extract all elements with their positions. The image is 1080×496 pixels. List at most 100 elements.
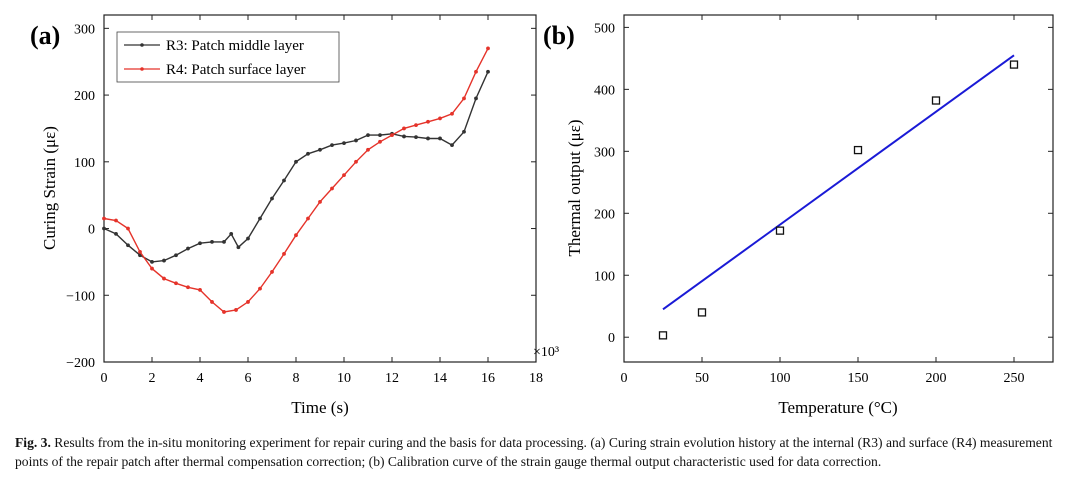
panel-b-y-tick-label: 300 <box>594 145 615 160</box>
data-point <box>354 138 358 143</box>
panel-a-y-tick-label: −100 <box>66 289 95 304</box>
data-point <box>258 216 262 221</box>
data-point <box>306 151 310 156</box>
scatter-point <box>931 96 941 105</box>
data-point <box>282 251 286 256</box>
data-point <box>474 69 478 74</box>
panel-a-x-tick-label: 4 <box>197 371 204 386</box>
data-point <box>426 136 430 141</box>
panel-a-y-tick-label: 100 <box>74 156 95 171</box>
scatter-point <box>697 308 707 317</box>
panel-b-y-tick-label: 500 <box>594 21 615 36</box>
panel-a-x-tick-label: 16 <box>481 371 495 386</box>
data-point <box>402 126 406 131</box>
data-point <box>486 69 490 74</box>
panel-a-x-tick-label: 2 <box>149 371 156 386</box>
data-point <box>222 239 226 244</box>
panel-a-x-tick-label: 14 <box>433 371 447 386</box>
data-point <box>294 233 298 238</box>
data-point <box>246 236 250 241</box>
scatter-point <box>775 226 785 235</box>
data-point <box>150 260 154 264</box>
panel-a-y-tick-label: 200 <box>74 89 95 104</box>
data-point <box>318 199 322 204</box>
panel-b-y-tick-label: 200 <box>594 207 615 222</box>
data-point <box>162 276 166 281</box>
data-point <box>270 270 274 274</box>
panel-a-x-tick-label: 0 <box>101 371 108 386</box>
legend-box <box>116 31 340 83</box>
scatter-point <box>1009 60 1019 69</box>
data-point <box>486 46 490 51</box>
panel-a-y-axis-title: Curing Strain (με) <box>40 126 59 250</box>
data-point <box>426 119 430 124</box>
panel-a-x-axis-title: Time (s) <box>291 398 348 417</box>
data-point <box>438 116 442 121</box>
legend-label-r3: R3: Patch middle layer <box>166 38 304 54</box>
data-point <box>186 246 190 251</box>
panel-b-x-tick-label: 150 <box>848 371 869 386</box>
figure-canvas: (a) 0 2 4 6 8 10 12 14 16 18 −200 −100 0 100 200 300 ×… <box>30 14 1054 417</box>
data-point <box>222 310 226 314</box>
panel-a-y-tick-label: −200 <box>66 356 95 371</box>
panel-a-y-tick-label: 300 <box>74 22 95 37</box>
data-point <box>330 186 334 191</box>
data-point <box>378 139 382 144</box>
data-point <box>174 253 178 258</box>
data-point <box>378 133 382 138</box>
data-point <box>282 178 286 183</box>
panel-b-chart: (b) 0 50 100 150 200 250 0 100 200 300 400 500 Tem… <box>543 14 1054 417</box>
data-point <box>126 226 130 231</box>
caption-text: Results from the in-situ monitoring expe… <box>15 435 1053 469</box>
data-point <box>138 249 142 254</box>
data-point <box>114 231 118 236</box>
series-line <box>103 71 489 263</box>
data-point <box>342 173 346 178</box>
panel-a-x-tick-label: 8 <box>293 371 300 386</box>
legend-swatch-r3 <box>124 43 160 47</box>
panel-b-x-axis-title: Temperature (°C) <box>778 398 897 417</box>
panel-b-x-tick-label: 100 <box>770 371 791 386</box>
data-point <box>474 96 478 101</box>
panel-a-x-tick-label: 10 <box>337 371 351 386</box>
data-point <box>126 243 130 248</box>
data-point <box>342 141 346 146</box>
data-point <box>210 300 214 304</box>
panel-b-y-tick-label: 0 <box>608 331 615 346</box>
panel-b-x-tick-label: 0 <box>621 371 628 386</box>
panel-b-x-tick-label: 250 <box>1004 371 1025 386</box>
data-point <box>102 216 106 221</box>
data-point <box>414 135 418 140</box>
data-point <box>366 133 370 138</box>
data-point <box>402 134 406 139</box>
data-point <box>246 300 250 304</box>
data-point <box>390 133 394 138</box>
panel-a-letter: (a) <box>30 21 60 50</box>
panel-a-x-tick-label: 18 <box>529 371 543 386</box>
panel-a-legend: R3: Patch middle layer R4: Patch surface… <box>116 31 340 83</box>
scatter-point <box>658 331 668 340</box>
data-point <box>229 231 234 236</box>
panel-b-y-tick-label: 400 <box>594 83 615 98</box>
data-point <box>450 111 454 116</box>
data-point <box>306 216 310 221</box>
data-point <box>366 147 370 152</box>
panel-b-y-tick-label: 100 <box>594 269 615 284</box>
panel-b-x-tick-label: 200 <box>926 371 947 386</box>
caption-label: Fig. 3. <box>15 435 51 450</box>
data-point <box>450 143 454 148</box>
panel-a-plot-frame <box>103 14 537 363</box>
panel-b-letter: (b) <box>543 21 575 50</box>
series-r3 <box>102 69 490 264</box>
fit-line <box>662 54 1015 311</box>
data-point <box>354 159 358 164</box>
data-point <box>330 143 334 148</box>
panel-b-y-axis-title: Thermal output (με) <box>565 119 584 256</box>
data-point <box>236 245 241 250</box>
data-point <box>438 136 442 141</box>
panel-a-y-tick-label: 0 <box>88 223 95 238</box>
panel-b-x-tick-label: 50 <box>695 371 709 386</box>
data-point <box>258 286 262 291</box>
data-point <box>270 196 274 201</box>
panel-a-x-tick-label: 6 <box>245 371 252 386</box>
